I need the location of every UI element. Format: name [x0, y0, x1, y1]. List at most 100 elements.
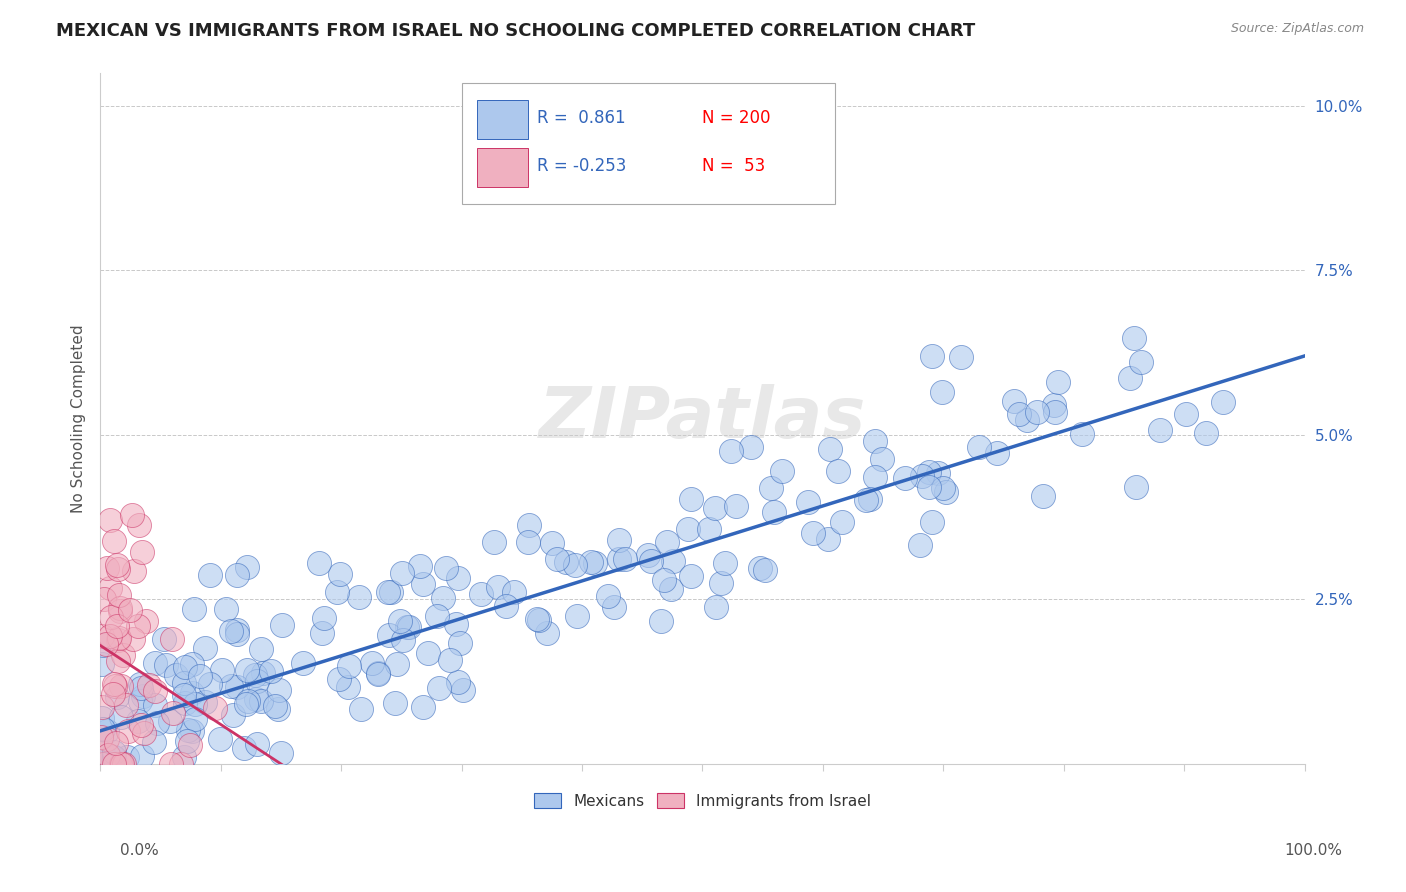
Point — [326, 584, 349, 599]
Point — [447, 571, 470, 585]
Point — [699, 523, 721, 537]
Point — [245, 667, 267, 681]
Point — [495, 599, 517, 613]
Point — [385, 657, 408, 672]
Point — [129, 694, 152, 708]
Point — [426, 608, 449, 623]
Point — [97, 747, 120, 762]
Point — [395, 620, 418, 634]
Y-axis label: No Schooling Completed: No Schooling Completed — [72, 324, 86, 513]
Point — [676, 522, 699, 536]
Point — [312, 611, 335, 625]
Point — [236, 694, 259, 708]
Point — [271, 618, 294, 632]
Point — [98, 750, 121, 764]
Point — [204, 700, 226, 714]
Point — [377, 585, 399, 599]
Point — [115, 750, 138, 764]
Point — [918, 465, 941, 479]
Point — [361, 656, 384, 670]
Text: MEXICAN VS IMMIGRANTS FROM ISRAEL NO SCHOOLING COMPLETED CORRELATION CHART: MEXICAN VS IMMIGRANTS FROM ISRAEL NO SCH… — [56, 22, 976, 40]
Point — [640, 554, 662, 568]
Point — [1071, 426, 1094, 441]
Point — [235, 560, 257, 574]
Point — [470, 587, 492, 601]
Point — [91, 756, 114, 771]
Point — [1129, 354, 1152, 368]
Point — [110, 604, 132, 618]
Point — [931, 385, 953, 400]
Point — [662, 554, 685, 568]
Point — [142, 735, 165, 749]
Point — [233, 741, 256, 756]
Point — [143, 698, 166, 712]
Point — [526, 612, 548, 626]
Point — [859, 492, 882, 507]
Point — [1026, 405, 1049, 419]
Point — [110, 680, 132, 694]
Point — [131, 545, 153, 559]
Point — [173, 749, 195, 764]
Point — [714, 556, 737, 570]
Point — [704, 501, 727, 516]
Point — [1042, 398, 1064, 412]
Point — [120, 603, 142, 617]
Point — [110, 710, 132, 724]
Point — [103, 677, 125, 691]
Point — [103, 750, 125, 764]
Point — [100, 610, 122, 624]
Point — [107, 654, 129, 668]
Point — [209, 731, 232, 746]
Point — [724, 499, 747, 513]
Point — [93, 591, 115, 606]
Point — [235, 663, 257, 677]
Point — [797, 495, 820, 509]
Point — [225, 568, 247, 582]
Point — [918, 480, 941, 494]
Text: N =  53: N = 53 — [703, 157, 766, 175]
Point — [129, 681, 152, 696]
Text: 100.0%: 100.0% — [1285, 843, 1343, 858]
Point — [221, 624, 243, 639]
Point — [91, 745, 114, 759]
Point — [409, 559, 432, 574]
Point — [614, 551, 637, 566]
Point — [516, 535, 538, 549]
Point — [181, 686, 204, 700]
Point — [252, 666, 274, 681]
Point — [391, 566, 413, 581]
Point — [484, 534, 506, 549]
Point — [350, 701, 373, 715]
Point — [308, 556, 330, 570]
Point — [124, 564, 146, 578]
Point — [90, 730, 112, 744]
Point — [117, 724, 139, 739]
Point — [529, 613, 551, 627]
Point — [328, 672, 350, 686]
Point — [132, 689, 155, 703]
Point — [434, 561, 457, 575]
Point — [246, 673, 269, 688]
Point — [392, 632, 415, 647]
Point — [263, 698, 285, 713]
Point — [770, 464, 793, 478]
Text: R =  0.861: R = 0.861 — [537, 109, 626, 127]
Point — [547, 551, 569, 566]
Point — [710, 575, 733, 590]
Point — [91, 638, 114, 652]
Point — [1174, 407, 1197, 421]
Point — [250, 642, 273, 657]
Point — [564, 558, 586, 573]
Point — [267, 702, 290, 716]
Point — [270, 746, 292, 760]
Point — [173, 660, 195, 674]
Point — [740, 440, 762, 454]
Point — [607, 533, 630, 548]
Point — [536, 626, 558, 640]
Point — [153, 632, 176, 647]
Point — [211, 663, 233, 677]
Point — [103, 534, 125, 549]
Point — [110, 756, 132, 771]
Point — [607, 551, 630, 566]
Point — [183, 602, 205, 616]
